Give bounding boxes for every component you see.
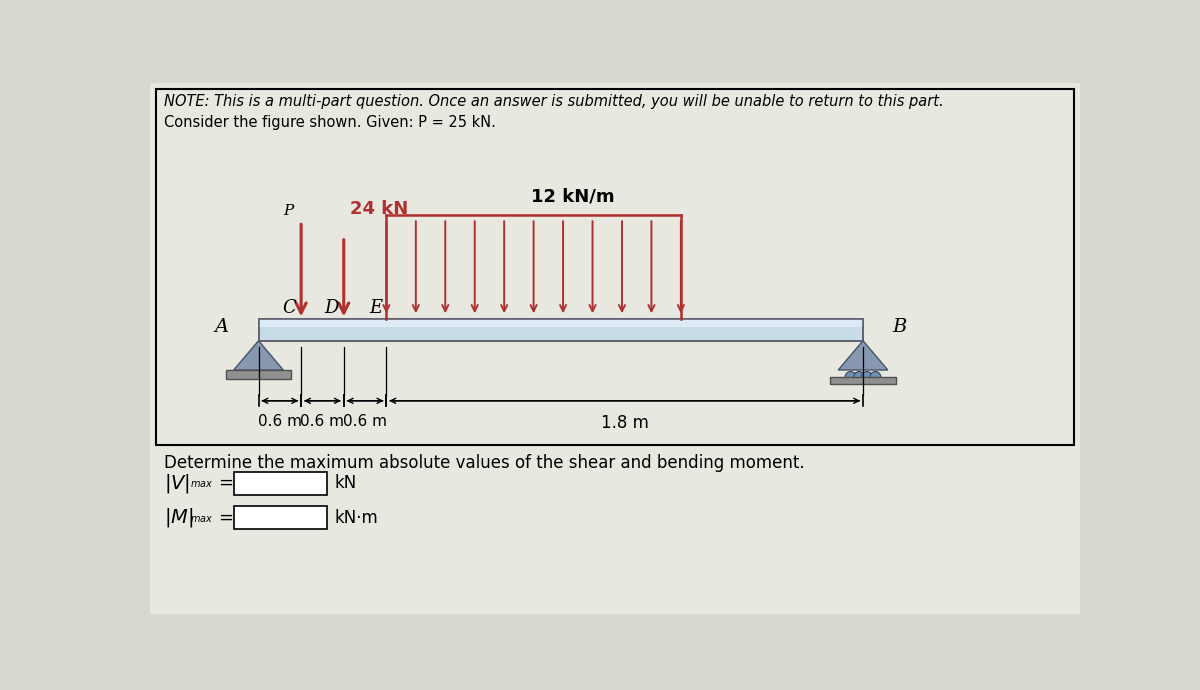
Bar (830, 377, 895, 384)
Text: $_{max}$: $_{max}$ (191, 476, 214, 490)
Polygon shape (234, 341, 283, 370)
Text: Consider the figure shown. Given: P = 25 kN.: Consider the figure shown. Given: P = 25… (164, 115, 496, 130)
Text: 12 kN/m: 12 kN/m (530, 188, 614, 206)
Text: D: D (324, 299, 338, 317)
Circle shape (870, 371, 881, 382)
Text: $_{max}$: $_{max}$ (191, 511, 214, 525)
Bar (156, 89, 1074, 444)
Polygon shape (838, 341, 888, 370)
Text: 0.6 m: 0.6 m (343, 414, 388, 429)
Text: NOTE: This is a multi-part question. Once an answer is submitted, you will be un: NOTE: This is a multi-part question. Onc… (164, 95, 943, 109)
Text: 0.6 m: 0.6 m (258, 414, 302, 429)
Text: 0.6 m: 0.6 m (300, 414, 344, 429)
Text: kN: kN (335, 474, 356, 492)
Text: =: = (218, 509, 233, 527)
Bar (234, 472, 326, 495)
Bar (258, 319, 863, 327)
Text: kN·m: kN·m (335, 509, 378, 527)
Circle shape (853, 371, 864, 382)
Text: =: = (218, 474, 233, 492)
Bar (258, 319, 863, 341)
Text: C: C (282, 299, 295, 317)
Text: 1.8 m: 1.8 m (601, 414, 649, 432)
Text: P: P (283, 204, 293, 218)
Text: Determine the maximum absolute values of the shear and bending moment.: Determine the maximum absolute values of… (164, 454, 804, 472)
Text: 24 kN: 24 kN (350, 200, 408, 218)
Bar (258, 319, 863, 341)
Bar (234, 506, 326, 529)
Circle shape (862, 371, 872, 382)
Text: $|M|$: $|M|$ (164, 506, 193, 529)
Text: $|V|$: $|V|$ (164, 472, 190, 495)
Bar (226, 370, 292, 380)
Text: A: A (215, 318, 229, 336)
Text: E: E (370, 299, 383, 317)
Circle shape (845, 371, 856, 382)
Text: B: B (893, 318, 907, 336)
